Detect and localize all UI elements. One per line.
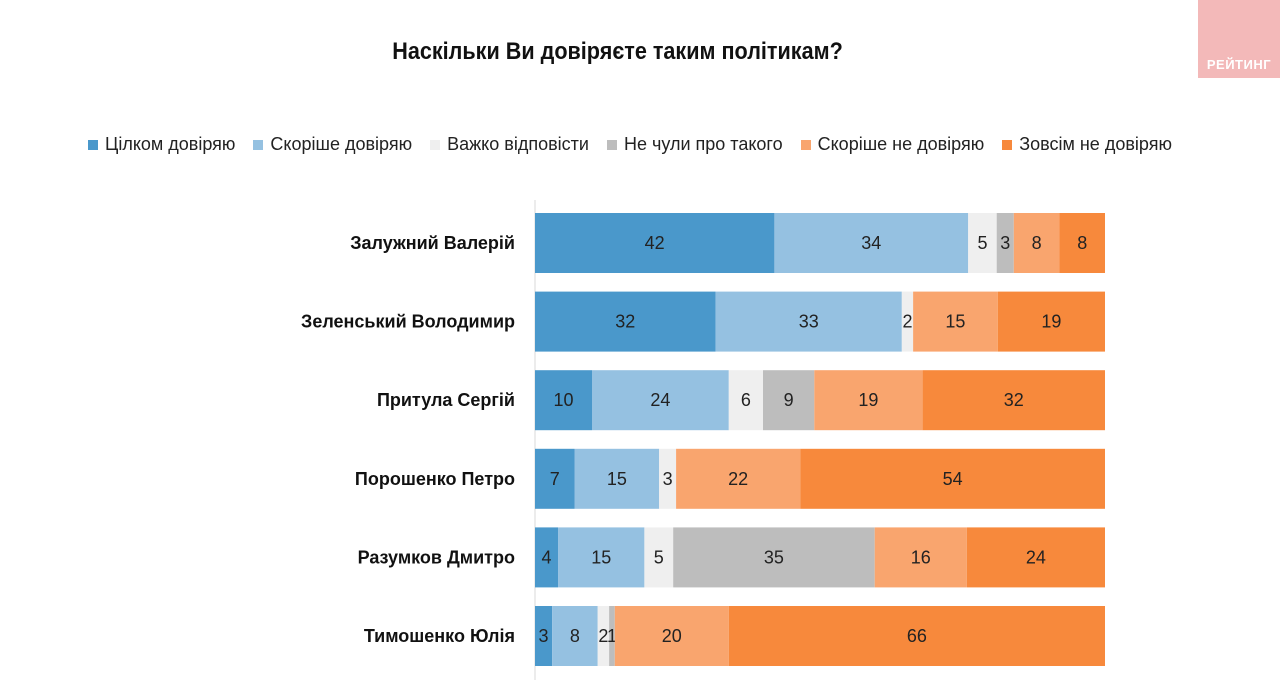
data-label: 3 xyxy=(539,626,549,646)
bar-segment xyxy=(535,448,575,509)
data-label: 4 xyxy=(542,547,552,567)
category-label: Залужний Валерій xyxy=(350,233,515,253)
data-label: 2 xyxy=(598,626,608,646)
bar-segment xyxy=(996,213,1014,273)
bar-segment xyxy=(922,370,1105,431)
bar-segment xyxy=(728,370,763,431)
bar-segment xyxy=(874,527,967,588)
bar-segment xyxy=(659,448,677,509)
bar-segment xyxy=(968,213,997,273)
bar-segment xyxy=(535,527,559,588)
data-label: 8 xyxy=(1032,233,1042,253)
legend-item: Не чули про такого xyxy=(606,134,783,155)
legend-label: Зовсім не довіряю xyxy=(1019,134,1172,154)
bar-segment xyxy=(1059,213,1105,273)
bar-segment xyxy=(609,606,615,666)
data-label: 54 xyxy=(943,469,963,489)
data-label: 2 xyxy=(902,312,912,332)
bar-segment xyxy=(763,370,815,431)
legend-item: Скоріше довіряю xyxy=(253,134,412,155)
legend-swatch xyxy=(88,139,98,150)
bar-segment xyxy=(552,606,598,666)
data-label: 3 xyxy=(663,469,673,489)
category-label: Разумков Дмитро xyxy=(358,547,515,567)
data-label: 7 xyxy=(550,469,560,489)
data-label: 15 xyxy=(945,312,965,332)
data-label: 19 xyxy=(1041,312,1061,332)
bar-segment xyxy=(800,448,1105,509)
legend-item: Зовсім не довіряю xyxy=(1002,134,1172,155)
bar-segment xyxy=(997,291,1105,352)
bar-segment xyxy=(913,291,998,352)
legend-item: Цілком довіряю xyxy=(88,134,235,155)
category-label: Тимошенко Юлія xyxy=(364,626,515,646)
data-label: 32 xyxy=(615,312,635,332)
logo: РЕЙТИНГ xyxy=(1198,0,1280,78)
bar-segment xyxy=(728,606,1105,666)
legend-label: Не чули про такого xyxy=(623,134,783,154)
data-label: 6 xyxy=(741,390,751,410)
legend-label: Скоріше не довіряю xyxy=(817,134,985,154)
legend-swatch xyxy=(253,139,264,150)
bar-segment xyxy=(574,448,660,509)
data-label: 8 xyxy=(1077,233,1087,253)
legend-swatch xyxy=(430,139,441,150)
bar-segment xyxy=(901,291,914,352)
data-label: 15 xyxy=(607,469,627,489)
data-label: 24 xyxy=(650,390,670,410)
bar-segment xyxy=(644,527,674,588)
bar-segment xyxy=(614,606,729,666)
legend: Цілком довіряю Скоріше довіряю Важко відпо… xyxy=(88,134,1172,155)
bar-segment xyxy=(673,527,875,588)
category-label: Порошенко Петро xyxy=(355,469,515,489)
bar-segment xyxy=(774,213,969,273)
data-label: 3 xyxy=(1000,233,1010,253)
legend-swatch xyxy=(606,139,617,150)
bar-segment xyxy=(535,213,775,273)
data-label: 19 xyxy=(858,390,878,410)
legend-item: Важко відповісти xyxy=(430,134,589,155)
data-label: 24 xyxy=(1026,547,1046,567)
logo-text: РЕЙТИНГ xyxy=(1206,57,1272,72)
legend-label: Важко відповісти xyxy=(447,134,589,154)
data-label: 10 xyxy=(553,390,573,410)
legend-swatch xyxy=(1002,139,1013,150)
data-label: 35 xyxy=(764,547,784,567)
data-label: 34 xyxy=(861,233,881,253)
data-label: 1 xyxy=(607,626,617,646)
data-label: 33 xyxy=(799,312,819,332)
data-label: 8 xyxy=(570,626,580,646)
legend-label: Скоріше довіряю xyxy=(270,134,413,154)
data-label: 22 xyxy=(728,469,748,489)
bar-segment xyxy=(597,606,610,666)
bar-segment xyxy=(715,291,902,352)
data-label: 66 xyxy=(907,626,927,646)
bar-segment xyxy=(535,370,592,431)
legend-item: Скоріше не довіряю xyxy=(800,134,985,155)
legend-label: Цілком довіряю xyxy=(105,134,236,154)
data-label: 5 xyxy=(654,547,664,567)
bar-segment xyxy=(535,606,553,666)
bar-segment xyxy=(592,370,729,431)
category-label: Притула Сергій xyxy=(377,390,515,410)
data-label: 32 xyxy=(1004,390,1024,410)
bar-segment xyxy=(1013,213,1060,273)
data-label: 9 xyxy=(784,390,794,410)
chart-title: Наскільки Ви довіряєте таким політикам? xyxy=(392,38,843,65)
data-label: 42 xyxy=(645,233,665,253)
bar-segment xyxy=(535,291,716,352)
data-label: 5 xyxy=(977,233,987,253)
data-label: 15 xyxy=(591,547,611,567)
data-label: 16 xyxy=(911,547,931,567)
bar-segment xyxy=(814,370,923,431)
category-label: Зеленський Володимир xyxy=(301,312,515,332)
data-label: 20 xyxy=(662,626,682,646)
bar-segment xyxy=(966,527,1105,588)
legend-swatch xyxy=(800,139,811,150)
bar-segment xyxy=(676,448,801,509)
bar-segment xyxy=(558,527,645,588)
